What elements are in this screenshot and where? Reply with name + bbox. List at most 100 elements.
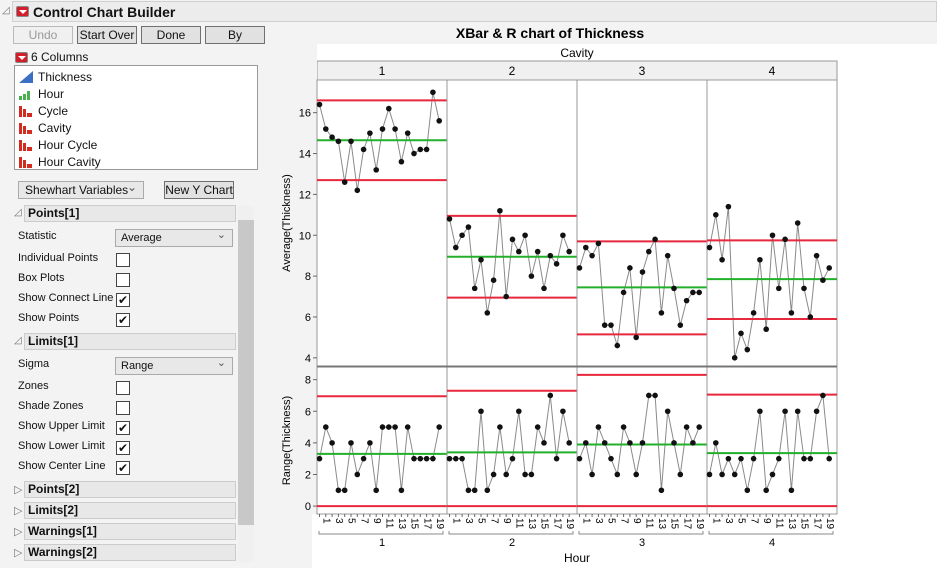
x-tick-label: 11	[774, 518, 785, 529]
x-tick-label: 19	[694, 518, 705, 530]
column-item[interactable]: Hour	[15, 85, 257, 102]
data-point	[417, 146, 424, 153]
section-collapsed[interactable]: Limits[2]	[24, 502, 236, 519]
data-point	[801, 285, 807, 292]
x-tick-label: 17	[681, 518, 692, 530]
data-point	[646, 392, 652, 399]
section-limits1[interactable]: Limits[1]	[24, 333, 236, 350]
data-point	[820, 277, 826, 284]
column-item[interactable]: Hour Cavity	[15, 153, 257, 170]
data-point	[794, 408, 801, 415]
x-group-label: 1	[379, 537, 385, 549]
y-tick-label: 0	[305, 501, 311, 513]
scrollbar-thumb[interactable]	[238, 220, 254, 525]
x-tick-label: 7	[618, 518, 629, 524]
window-title: Control Chart Builder	[33, 3, 176, 20]
disclosure-closed-icon[interactable]: ▷	[14, 505, 23, 517]
section-collapsed[interactable]: Warnings[1]	[24, 523, 236, 540]
columns-menu-icon[interactable]	[15, 51, 28, 63]
data-point	[826, 265, 832, 271]
x-tick-label: 19	[564, 518, 575, 530]
data-point	[738, 455, 744, 462]
data-point	[776, 285, 782, 292]
data-point	[453, 455, 459, 462]
start-over-button[interactable]: Start Over	[77, 26, 137, 44]
group-label: 1	[379, 64, 386, 78]
data-point	[566, 248, 572, 255]
x-tick-label: 1	[581, 518, 592, 524]
data-point	[652, 236, 658, 243]
data-point	[478, 256, 484, 263]
data-point	[664, 408, 671, 415]
disclosure-closed-icon[interactable]: ▷	[14, 526, 23, 538]
x-group-label: 4	[769, 537, 775, 549]
statistic-label: Statistic	[18, 230, 57, 242]
chart-type-select[interactable]: Shewhart Variables ⌄	[18, 180, 144, 199]
option-checkbox[interactable]: ✔	[116, 461, 130, 475]
data-point	[690, 289, 696, 296]
y-tick-label: 6	[305, 312, 311, 324]
x-group-label: 2	[509, 537, 515, 549]
outline-disclosure-icon[interactable]: ◿	[2, 5, 10, 16]
data-point	[677, 322, 684, 328]
x-tick-label: 1	[321, 518, 332, 524]
option-label: Show Connect Line	[18, 292, 114, 304]
new-y-chart-button[interactable]: New Y Chart	[164, 181, 234, 199]
option-checkbox[interactable]	[116, 253, 130, 267]
data-point	[503, 293, 510, 300]
sigma-label: Sigma	[18, 358, 50, 370]
option-checkbox[interactable]: ✔	[116, 441, 130, 455]
disclosure-closed-icon[interactable]: ▷	[14, 484, 23, 496]
group-label: 2	[509, 64, 516, 78]
option-label: Show Center Line	[18, 460, 106, 472]
section-collapsed[interactable]: Warnings[2]	[24, 544, 236, 561]
data-point	[471, 487, 478, 494]
data-point	[589, 252, 595, 259]
option-checkbox[interactable]: ✔	[116, 313, 130, 327]
column-item[interactable]: Cavity	[15, 119, 257, 136]
option-checkbox[interactable]: ✔	[116, 293, 130, 307]
section-points1[interactable]: Points[1]	[24, 205, 236, 222]
column-item[interactable]: Hour Cycle	[15, 136, 257, 153]
data-point	[553, 261, 560, 267]
x-tick-label: 7	[488, 518, 499, 524]
column-item[interactable]: Cycle	[15, 102, 257, 119]
data-point	[398, 158, 405, 165]
statistic-select[interactable]: Average	[115, 227, 233, 247]
x-tick-label: 9	[761, 518, 772, 524]
y-axis-label: Range(Thickness)	[281, 396, 293, 485]
data-point	[446, 455, 453, 462]
column-item[interactable]: Thickness	[15, 68, 257, 85]
data-point	[583, 244, 589, 251]
data-point	[354, 187, 361, 194]
data-point	[725, 203, 732, 210]
x-tick-label: 19	[434, 518, 445, 530]
data-point	[608, 455, 614, 462]
x-tick-label: 11	[644, 518, 655, 529]
section-collapsed[interactable]: Points[2]	[24, 481, 236, 498]
option-checkbox[interactable]	[116, 381, 130, 395]
option-checkbox[interactable]: ✔	[116, 421, 130, 435]
by-button[interactable]: By	[205, 26, 265, 44]
done-button[interactable]: Done	[141, 26, 201, 44]
disclosure-closed-icon[interactable]: ▷	[14, 547, 23, 559]
data-point	[547, 252, 554, 259]
group-bracket	[318, 531, 444, 535]
option-checkbox[interactable]	[116, 273, 130, 287]
data-point	[713, 212, 719, 218]
column-list[interactable]: Thickness Hour Cycle Cavity Hour Cycle Hour C…	[14, 65, 258, 170]
sigma-select[interactable]: Range	[115, 355, 233, 375]
y-tick-label: 12	[299, 189, 311, 201]
data-point	[576, 265, 583, 271]
undo-button[interactable]: Undo	[13, 26, 73, 44]
red-triangle-menu-icon[interactable]	[16, 6, 29, 17]
data-point	[690, 440, 696, 446]
data-point	[528, 273, 535, 279]
data-point	[807, 455, 814, 462]
data-point	[423, 455, 430, 462]
option-checkbox[interactable]	[116, 401, 130, 415]
disclosure-open-icon[interactable]: ◿	[14, 207, 22, 218]
ordinal-icon	[19, 90, 30, 100]
disclosure-open-icon[interactable]: ◿	[14, 335, 22, 346]
chevron-down-icon: ⌄	[126, 180, 137, 194]
